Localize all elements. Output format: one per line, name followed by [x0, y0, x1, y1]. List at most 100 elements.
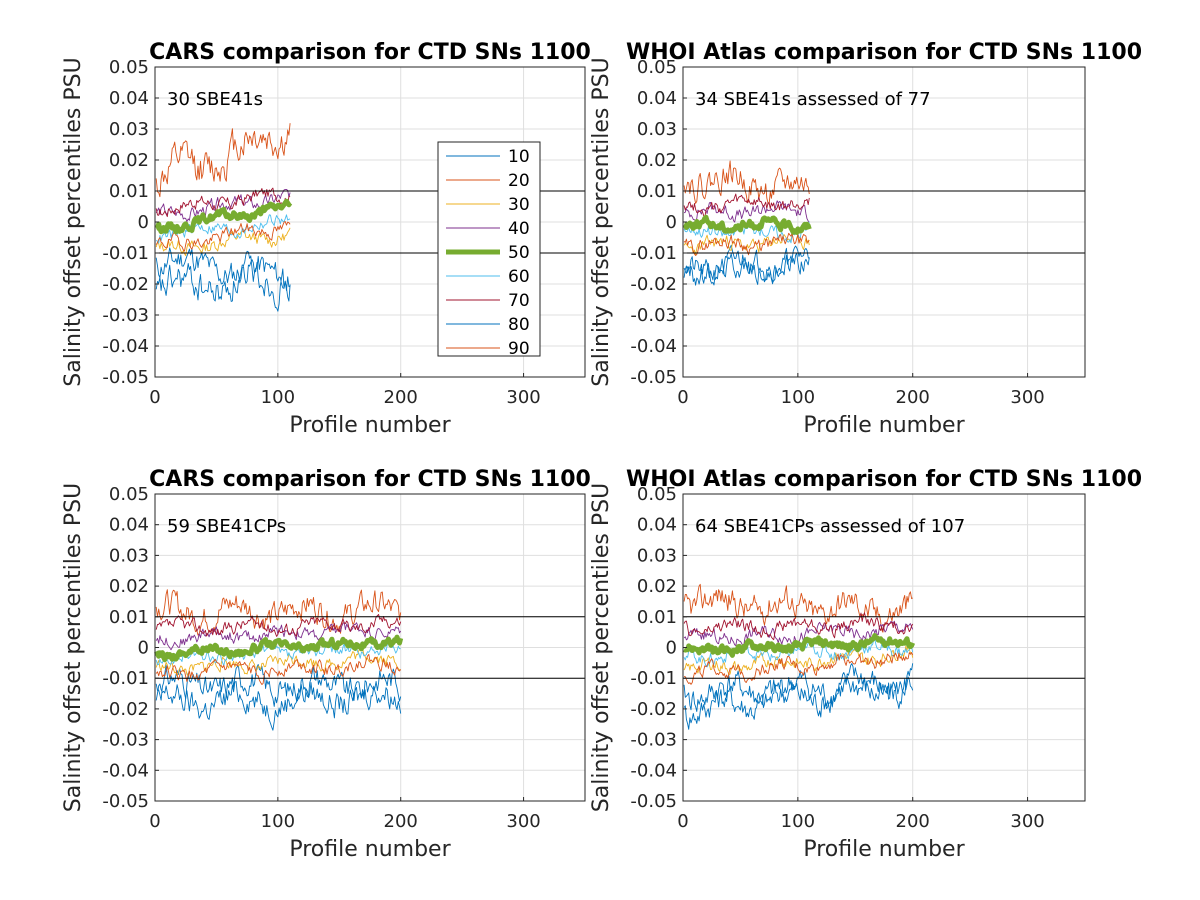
- x-tick-label: 200: [384, 811, 418, 832]
- y-tick-label: 0.01: [109, 181, 149, 202]
- annotation-text: 30 SBE41s: [167, 89, 263, 110]
- y-tick-label: -0.04: [630, 760, 677, 781]
- y-tick-label: -0.03: [102, 730, 149, 751]
- chart-title: CARS comparison for CTD SNs 1100: [149, 40, 591, 65]
- legend-label: 40: [508, 219, 530, 239]
- series-line-p90: [155, 221, 291, 252]
- series-line-p10: [683, 663, 914, 714]
- y-tick-label: 0.01: [637, 607, 677, 628]
- subplot-2: 0 100 200 300 -0.05 -0.04 -0.03 -0.02 -0.01 0 0.01…: [589, 40, 1142, 438]
- series-line-p40: [155, 188, 291, 223]
- y-tick-label: 0.03: [637, 545, 677, 566]
- y-tick-label: -0.05: [102, 367, 149, 388]
- y-tick-label: 0.05: [109, 57, 149, 78]
- series-line-p80: [683, 663, 914, 730]
- series-line-p50: [155, 198, 293, 235]
- y-tick-label: -0.04: [102, 336, 149, 357]
- x-axis-label: Profile number: [803, 413, 965, 438]
- subplot-4: 0 100 200 300 -0.05 -0.04 -0.03 -0.02 -0.01 0 0.01…: [589, 467, 1142, 862]
- legend-label: 50: [508, 243, 530, 263]
- series-line-p30: [155, 227, 291, 257]
- series-line-p10: [155, 247, 291, 302]
- series-line-p30: [683, 645, 914, 676]
- series-group: [154, 589, 404, 731]
- x-tick-label: 100: [261, 811, 295, 832]
- y-tick-label: -0.05: [630, 791, 677, 812]
- y-tick-label: -0.01: [102, 243, 149, 264]
- y-tick-label: 0.02: [109, 150, 149, 171]
- y-tick-label: 0: [138, 638, 149, 659]
- y-tick-label: 0.01: [637, 181, 677, 202]
- x-tick-label: 200: [896, 387, 930, 408]
- y-tick-label: 0.04: [637, 88, 677, 109]
- y-tick-label: -0.02: [102, 274, 149, 295]
- y-axis-label: Salinity offset percentiles PSU: [61, 57, 86, 386]
- series-line-p80: [155, 250, 291, 312]
- y-axis-label: Salinity offset percentiles PSU: [61, 483, 86, 812]
- series-line-p70: [155, 187, 291, 218]
- y-tick-label: -0.03: [630, 730, 677, 751]
- y-tick-label: -0.02: [630, 699, 677, 720]
- series-line-p50: [154, 634, 404, 663]
- legend-label: 90: [508, 339, 530, 359]
- y-tick-label: -0.05: [102, 791, 149, 812]
- legend-box: [437, 141, 541, 357]
- series-line-p50: [682, 633, 916, 658]
- annotation-text: 64 SBE41CPs assessed of 107: [695, 516, 965, 537]
- series-line-p90: [683, 232, 810, 256]
- y-tick-label: -0.02: [630, 274, 677, 295]
- y-tick-label: -0.04: [102, 760, 149, 781]
- x-tick-label: 300: [1010, 811, 1044, 832]
- y-tick-label: -0.05: [630, 367, 677, 388]
- y-tick-label: 0.02: [637, 576, 677, 597]
- y-tick-label: 0.05: [109, 484, 149, 505]
- x-tick-label: 0: [149, 387, 160, 408]
- y-tick-label: 0.03: [109, 545, 149, 566]
- series-line-p90: [155, 653, 402, 685]
- x-tick-label: 300: [506, 811, 540, 832]
- y-tick-label: 0.04: [109, 515, 149, 536]
- legend-label: 30: [508, 195, 530, 215]
- y-tick-label: -0.03: [102, 305, 149, 326]
- y-tick-label: -0.03: [630, 305, 677, 326]
- x-tick-label: 100: [261, 387, 295, 408]
- series-line-p70: [683, 612, 914, 641]
- legend-label: 70: [508, 291, 530, 311]
- annotation-text: 34 SBE41s assessed of 77: [695, 89, 931, 110]
- series-group: [682, 160, 812, 286]
- y-tick-label: 0.05: [637, 57, 677, 78]
- y-tick-label: -0.01: [630, 668, 677, 689]
- subplot-1: 0 100 200 300 -0.05 -0.04 -0.03 -0.02 -0.01 0 0.01…: [61, 40, 591, 438]
- x-tick-label: 200: [384, 387, 418, 408]
- y-tick-label: 0.01: [109, 607, 149, 628]
- series-line-p20: [683, 160, 810, 205]
- y-tick-label: -0.04: [630, 336, 677, 357]
- x-tick-label: 0: [149, 811, 160, 832]
- chart-title: CARS comparison for CTD SNs 1100: [149, 467, 591, 492]
- y-tick-label: 0.05: [637, 484, 677, 505]
- series-line-p80: [683, 252, 810, 286]
- y-tick-label: 0.03: [637, 119, 677, 140]
- legend-label: 60: [508, 267, 530, 287]
- chart-title: WHOI Atlas comparison for CTD SNs 1100: [626, 40, 1142, 65]
- x-tick-label: 0: [677, 811, 688, 832]
- y-tick-label: 0: [666, 638, 677, 659]
- series-group: [155, 123, 293, 312]
- y-tick-label: 0.02: [109, 576, 149, 597]
- x-tick-label: 300: [506, 387, 540, 408]
- series-line-p20: [683, 583, 913, 633]
- series-line-p40: [683, 200, 810, 223]
- series-group: [682, 583, 916, 730]
- x-tick-label: 200: [896, 811, 930, 832]
- y-tick-label: 0: [138, 212, 149, 233]
- y-tick-label: -0.01: [630, 243, 677, 264]
- series-line-p20: [155, 123, 291, 198]
- legend-label: 20: [508, 171, 530, 191]
- legend-label: 80: [508, 315, 530, 335]
- x-tick-label: 100: [781, 811, 815, 832]
- y-axis-label: Salinity offset percentiles PSU: [589, 483, 614, 812]
- y-axis-label: Salinity offset percentiles PSU: [589, 57, 614, 386]
- y-tick-label: 0: [666, 212, 677, 233]
- x-tick-label: 100: [781, 387, 815, 408]
- y-tick-label: 0.02: [637, 150, 677, 171]
